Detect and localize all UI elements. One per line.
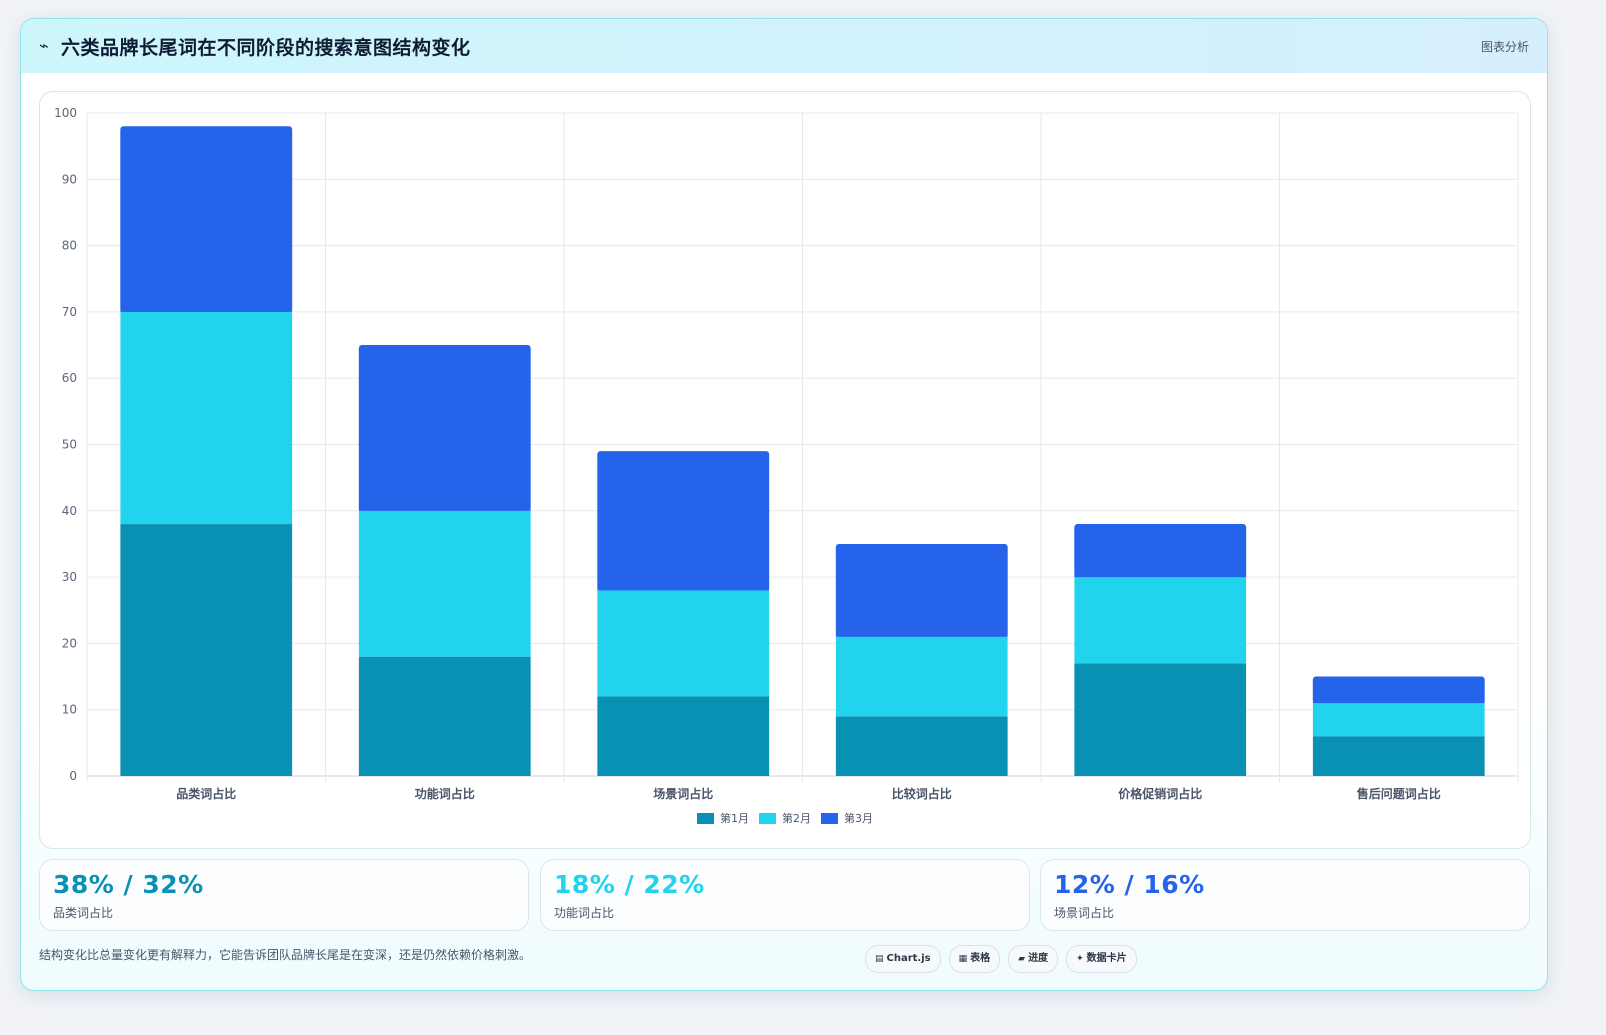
legend-swatch — [759, 812, 776, 824]
x-tick-label: 售后问题词占比 — [1357, 786, 1441, 801]
legend-label: 第1月 — [720, 812, 749, 825]
chart-panel: 0 10 20 30 40 50 60 70 80 90 100 品类词占比 功能词占比 场景词占比 比较词… — [39, 91, 1531, 849]
progress-icon: ▰ — [1018, 954, 1026, 964]
bar-segment — [1074, 577, 1247, 664]
y-tick-label: 90 — [62, 172, 77, 186]
pill-table[interactable]: ▦ 表格 — [948, 945, 1001, 973]
bar-segment — [120, 524, 293, 776]
legend-item-series2[interactable]: 第2月 — [759, 810, 811, 826]
chart-card: ⌁ 六类品牌长尾词在不同阶段的搜索意图结构变化 图表分析 0 10 20 30 40 50… — [20, 18, 1548, 991]
stat-card-scene: 12% / 16% 场景词占比 — [1040, 859, 1530, 931]
x-tick-label: 价格促销词占比 — [1118, 786, 1202, 801]
page-title: 六类品牌长尾词在不同阶段的搜索意图结构变化 — [61, 37, 471, 59]
bar-segment — [1074, 663, 1247, 776]
bar-segment-fill — [120, 129, 293, 312]
header-tag: 图表分析 — [1480, 40, 1529, 54]
y-tick-label: 0 — [69, 769, 77, 783]
y-tick-label: 80 — [62, 239, 77, 253]
y-tick-label: 30 — [62, 570, 77, 584]
y-tick-label: 100 — [54, 106, 77, 120]
y-tick-label: 70 — [62, 305, 77, 319]
tool-pills: ▤ Chart.js ▦ 表格 ▰ 进度 ✦ 数据卡片 — [865, 945, 1137, 973]
stat-card-category: 38% / 32% 品类词占比 — [39, 859, 529, 931]
bar-segment — [835, 716, 1008, 776]
x-tick-label: 比较词占比 — [892, 786, 952, 801]
y-tick-label: 50 — [62, 438, 77, 452]
pill-label: 数据卡片 — [1086, 953, 1127, 964]
legend-swatch — [821, 812, 838, 824]
stat-value: 18% / 22% — [554, 870, 705, 899]
table-icon: ▦ — [958, 954, 968, 964]
pill-data-card[interactable]: ✦ 数据卡片 — [1066, 945, 1137, 973]
bar-segment — [1312, 703, 1485, 737]
pill-progress[interactable]: ▰ 进度 — [1008, 945, 1059, 973]
bar-segment-fill — [1074, 527, 1247, 578]
y-tick-label: 20 — [62, 636, 77, 650]
legend-item-series1[interactable]: 第1月 — [697, 810, 749, 826]
y-tick-label: 40 — [62, 504, 77, 518]
stat-value: 38% / 32% — [53, 870, 204, 899]
legend-label: 第3月 — [844, 812, 873, 825]
chart-legend: 第1月 第2月 第3月 — [40, 810, 1530, 826]
bar-segment-fill — [1312, 679, 1485, 704]
stat-label: 场景词占比 — [1054, 906, 1115, 920]
bar-segment — [597, 696, 770, 776]
y-tick-label: 60 — [62, 371, 77, 385]
legend-swatch — [697, 812, 714, 824]
legend-item-series3[interactable]: 第3月 — [821, 810, 873, 826]
bar-segment — [358, 510, 531, 657]
stat-value: 12% / 16% — [1054, 870, 1205, 899]
stacked-bar-chart: 0 10 20 30 40 50 60 70 80 90 100 品类词占比 功能词占比 场景词占比 比较词… — [54, 106, 1519, 801]
x-tick-label: 功能词占比 — [415, 786, 475, 801]
legend-label: 第2月 — [782, 812, 811, 825]
card-header: ⌁ 六类品牌长尾词在不同阶段的搜索意图结构变化 图表分析 — [21, 19, 1547, 73]
footer-note: 结构变化比总量变化更有解释力，它能告诉团队品牌长尾是在变深，还是仍然依赖价格刺激… — [39, 948, 532, 962]
bar-segment — [597, 590, 770, 697]
sparkle-icon: ✦ — [1076, 954, 1084, 964]
pill-label: Chart.js — [886, 953, 931, 964]
bar-segment-fill — [835, 546, 1008, 637]
chart-trend-icon: ⌁ — [39, 36, 49, 55]
bar-segment-fill — [597, 454, 770, 591]
x-tick-label: 场景词占比 — [653, 786, 713, 801]
stat-label: 品类词占比 — [53, 906, 114, 920]
x-tick-label: 品类词占比 — [176, 786, 236, 801]
pill-label: 表格 — [970, 953, 991, 964]
bar-segment — [835, 636, 1008, 717]
pill-chartjs[interactable]: ▤ Chart.js — [865, 945, 941, 973]
y-tick-label: 10 — [62, 703, 77, 717]
bar-segment — [1312, 736, 1485, 776]
pill-label: 进度 — [1028, 953, 1049, 964]
stat-label: 功能词占比 — [554, 906, 615, 920]
bar-segment — [358, 656, 531, 776]
chart-icon: ▤ — [875, 954, 884, 964]
bar-segment — [120, 311, 293, 525]
stat-card-function: 18% / 22% 功能词占比 — [540, 859, 1030, 931]
bar-segment-fill — [358, 348, 531, 511]
